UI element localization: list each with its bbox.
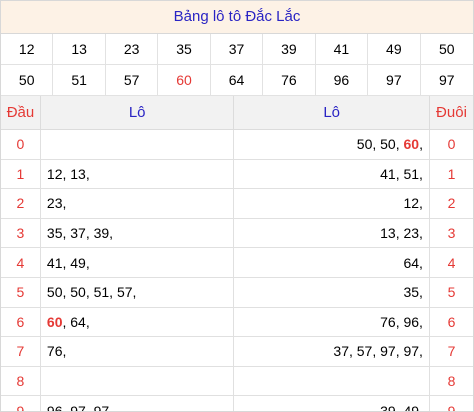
highlighted-number: 60 [46, 313, 63, 330]
header-dau: Đầu [1, 96, 41, 130]
table-row: 6 60, 64, 76, 96, 6 [1, 306, 473, 338]
lo-numbers-text: 41, 49, [46, 254, 90, 271]
duoi-cell: 9 [428, 395, 473, 411]
lo-numbers-text: 96, 97, 97, [46, 402, 114, 412]
loto-header-row: Đầu Lô Lô Đuôi [1, 96, 473, 130]
result-number: 60 [158, 65, 211, 96]
lo-numbers-text: 35, 37, 39, [46, 225, 114, 242]
result-number: 41 [315, 34, 369, 65]
lo-right-cell: 39, 49, [233, 395, 430, 412]
dau-cell: 2 [1, 188, 41, 219]
result-number: 96 [315, 65, 369, 96]
lo-numbers-text: 41, 51, [380, 165, 423, 182]
duoi-cell: 3 [428, 217, 473, 249]
table-row: 5 50, 50, 51, 57, 35, 5 [1, 276, 473, 308]
lo-numbers-text: 35, [403, 284, 423, 301]
result-number: 49 [368, 34, 421, 65]
lo-left-cell: 12, 13, [39, 158, 235, 190]
duoi-cell: 4 [428, 247, 473, 278]
lo-numbers-text: 50, 50, 51, 57, [46, 284, 137, 301]
lo-left-cell [39, 365, 235, 397]
lo-right-cell: 37, 57, 97, 97, [233, 336, 430, 367]
result-number: 51 [53, 65, 106, 96]
lo-left-cell: 35, 37, 39, [39, 217, 235, 249]
duoi-cell: 8 [428, 365, 473, 397]
lo-right-cell [233, 365, 430, 397]
lo-right-cell: 50, 50, 60, [233, 129, 430, 160]
dau-cell: 8 [1, 365, 41, 397]
dau-cell: 9 [1, 395, 41, 411]
dau-cell: 5 [1, 276, 41, 308]
duoi-cell: 6 [428, 306, 473, 338]
lo-numbers-text: 13, 23, [380, 225, 423, 242]
result-number: 50 [420, 34, 473, 65]
dau-cell: 4 [1, 247, 41, 278]
result-number: 76 [263, 65, 316, 96]
results-number-grid: 12 13 23 35 37 39 41 49 50 50 51 57 60 64 76 96 97 97 [1, 34, 473, 96]
table-row: 0 50, 50, 60, 0 [1, 129, 473, 160]
lo-left-cell: 96, 97, 97, [39, 395, 235, 412]
lo-right-cell: 76, 96, [233, 306, 430, 338]
duoi-cell: 0 [428, 129, 473, 160]
result-number: 97 [420, 65, 473, 96]
dau-cell: 0 [1, 129, 41, 160]
lo-numbers-text: 12, 13, [46, 165, 90, 182]
highlighted-number: 60 [403, 136, 420, 153]
lo-left-cell: 76, [39, 336, 235, 367]
table-row: 4 41, 49, 64, 4 [1, 247, 473, 278]
table-row: 9 96, 97, 97, 39, 49, 9 [1, 395, 473, 412]
lo-numbers-text: 39, 49, [380, 402, 423, 412]
lo-numbers-text: 23, [46, 195, 67, 212]
lo-numbers-text: 76, [46, 343, 67, 360]
lo-numbers-text: , 64, [62, 313, 90, 330]
lo-numbers-text: 37, 57, 97, 97, [333, 343, 423, 360]
result-number: 97 [368, 65, 421, 96]
dau-cell: 1 [1, 158, 41, 190]
header-lo-left: Lô [39, 96, 235, 130]
lo-numbers-text: 50, 50, [356, 136, 404, 153]
table-row: 1 12, 13, 41, 51, 1 [1, 158, 473, 190]
duoi-cell: 5 [428, 276, 473, 308]
lo-left-cell: 23, [39, 188, 235, 219]
lo-numbers-text: 12, [403, 195, 423, 212]
duoi-cell: 2 [428, 188, 473, 219]
duoi-cell: 1 [428, 158, 473, 190]
result-number: 37 [210, 34, 264, 65]
duoi-cell: 7 [428, 336, 473, 367]
table-row: 3 35, 37, 39, 13, 23, 3 [1, 217, 473, 249]
lo-left-cell [39, 129, 235, 160]
result-number: 57 [105, 65, 159, 96]
lo-right-cell: 12, [233, 188, 430, 219]
result-number: 64 [210, 65, 264, 96]
result-number: 13 [53, 34, 106, 65]
lo-numbers-text: 76, 96, [380, 313, 423, 330]
loto-table: Đầu Lô Lô Đuôi 0 50, 50, 60, 0 1 12, 13, 41, … [1, 96, 473, 412]
lo-right-cell: 13, 23, [233, 217, 430, 249]
table-title: Bảng lô tô Đắc Lắc [1, 1, 473, 34]
lo-right-cell: 41, 51, [233, 158, 430, 190]
result-number: 39 [263, 34, 316, 65]
lo-left-cell: 50, 50, 51, 57, [39, 276, 235, 308]
table-row: 7 76, 37, 57, 97, 97, 7 [1, 336, 473, 367]
lo-left-cell: 60, 64, [39, 306, 235, 338]
dau-cell: 7 [1, 336, 41, 367]
dau-cell: 3 [1, 217, 41, 249]
lo-right-cell: 64, [233, 247, 430, 278]
table-row: 2 23, 12, 2 [1, 188, 473, 219]
result-number: 50 [1, 65, 54, 96]
lo-left-cell: 41, 49, [39, 247, 235, 278]
result-number: 23 [105, 34, 159, 65]
result-number: 35 [158, 34, 211, 65]
header-duoi: Đuôi [428, 96, 473, 130]
header-lo-right: Lô [233, 96, 430, 130]
result-number: 12 [1, 34, 54, 65]
lo-numbers-text: , [419, 136, 423, 153]
dau-cell: 6 [1, 306, 41, 338]
lo-right-cell: 35, [233, 276, 430, 308]
lo-numbers-text: 64, [403, 254, 423, 271]
